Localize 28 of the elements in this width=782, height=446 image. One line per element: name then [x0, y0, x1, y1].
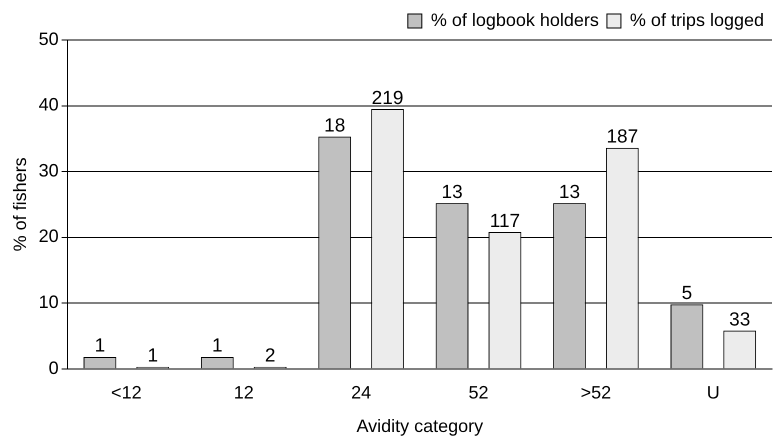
annotation: 187: [606, 126, 638, 148]
annotation: 1: [147, 346, 158, 367]
annotation: 117: [490, 210, 520, 232]
x-tick-label: 12: [234, 382, 254, 403]
y-tick-label: 20: [38, 226, 59, 246]
y-tick-label: 50: [38, 28, 59, 49]
annotation: 1: [94, 336, 106, 357]
annotation: 13: [442, 182, 463, 203]
y-tick-label: 30: [38, 160, 59, 180]
x-tick-label: 24: [351, 382, 372, 403]
annotation: 5: [682, 283, 692, 304]
x-axis-title: Avidity category: [356, 416, 484, 436]
y-axis-title: % of fishers: [10, 157, 30, 252]
annotation: 33: [729, 309, 750, 330]
x-tick-label: 52: [468, 382, 489, 403]
x-tick-label: U: [706, 382, 720, 403]
y-tick-label: 40: [38, 94, 59, 115]
legend-label: % of trips logged: [630, 10, 764, 30]
x-tick-label: >52: [580, 382, 612, 403]
annotation: 219: [372, 88, 404, 109]
legend-label: % of logbook holders: [430, 10, 599, 30]
x-tick-label: <12: [111, 382, 142, 403]
annotation: 2: [264, 346, 276, 367]
y-tick-label: 10: [38, 292, 59, 312]
annotation: 18: [324, 115, 346, 136]
annotation: 13: [558, 182, 580, 203]
y-tick-label: 0: [48, 358, 59, 378]
annotation: 1: [212, 336, 223, 357]
